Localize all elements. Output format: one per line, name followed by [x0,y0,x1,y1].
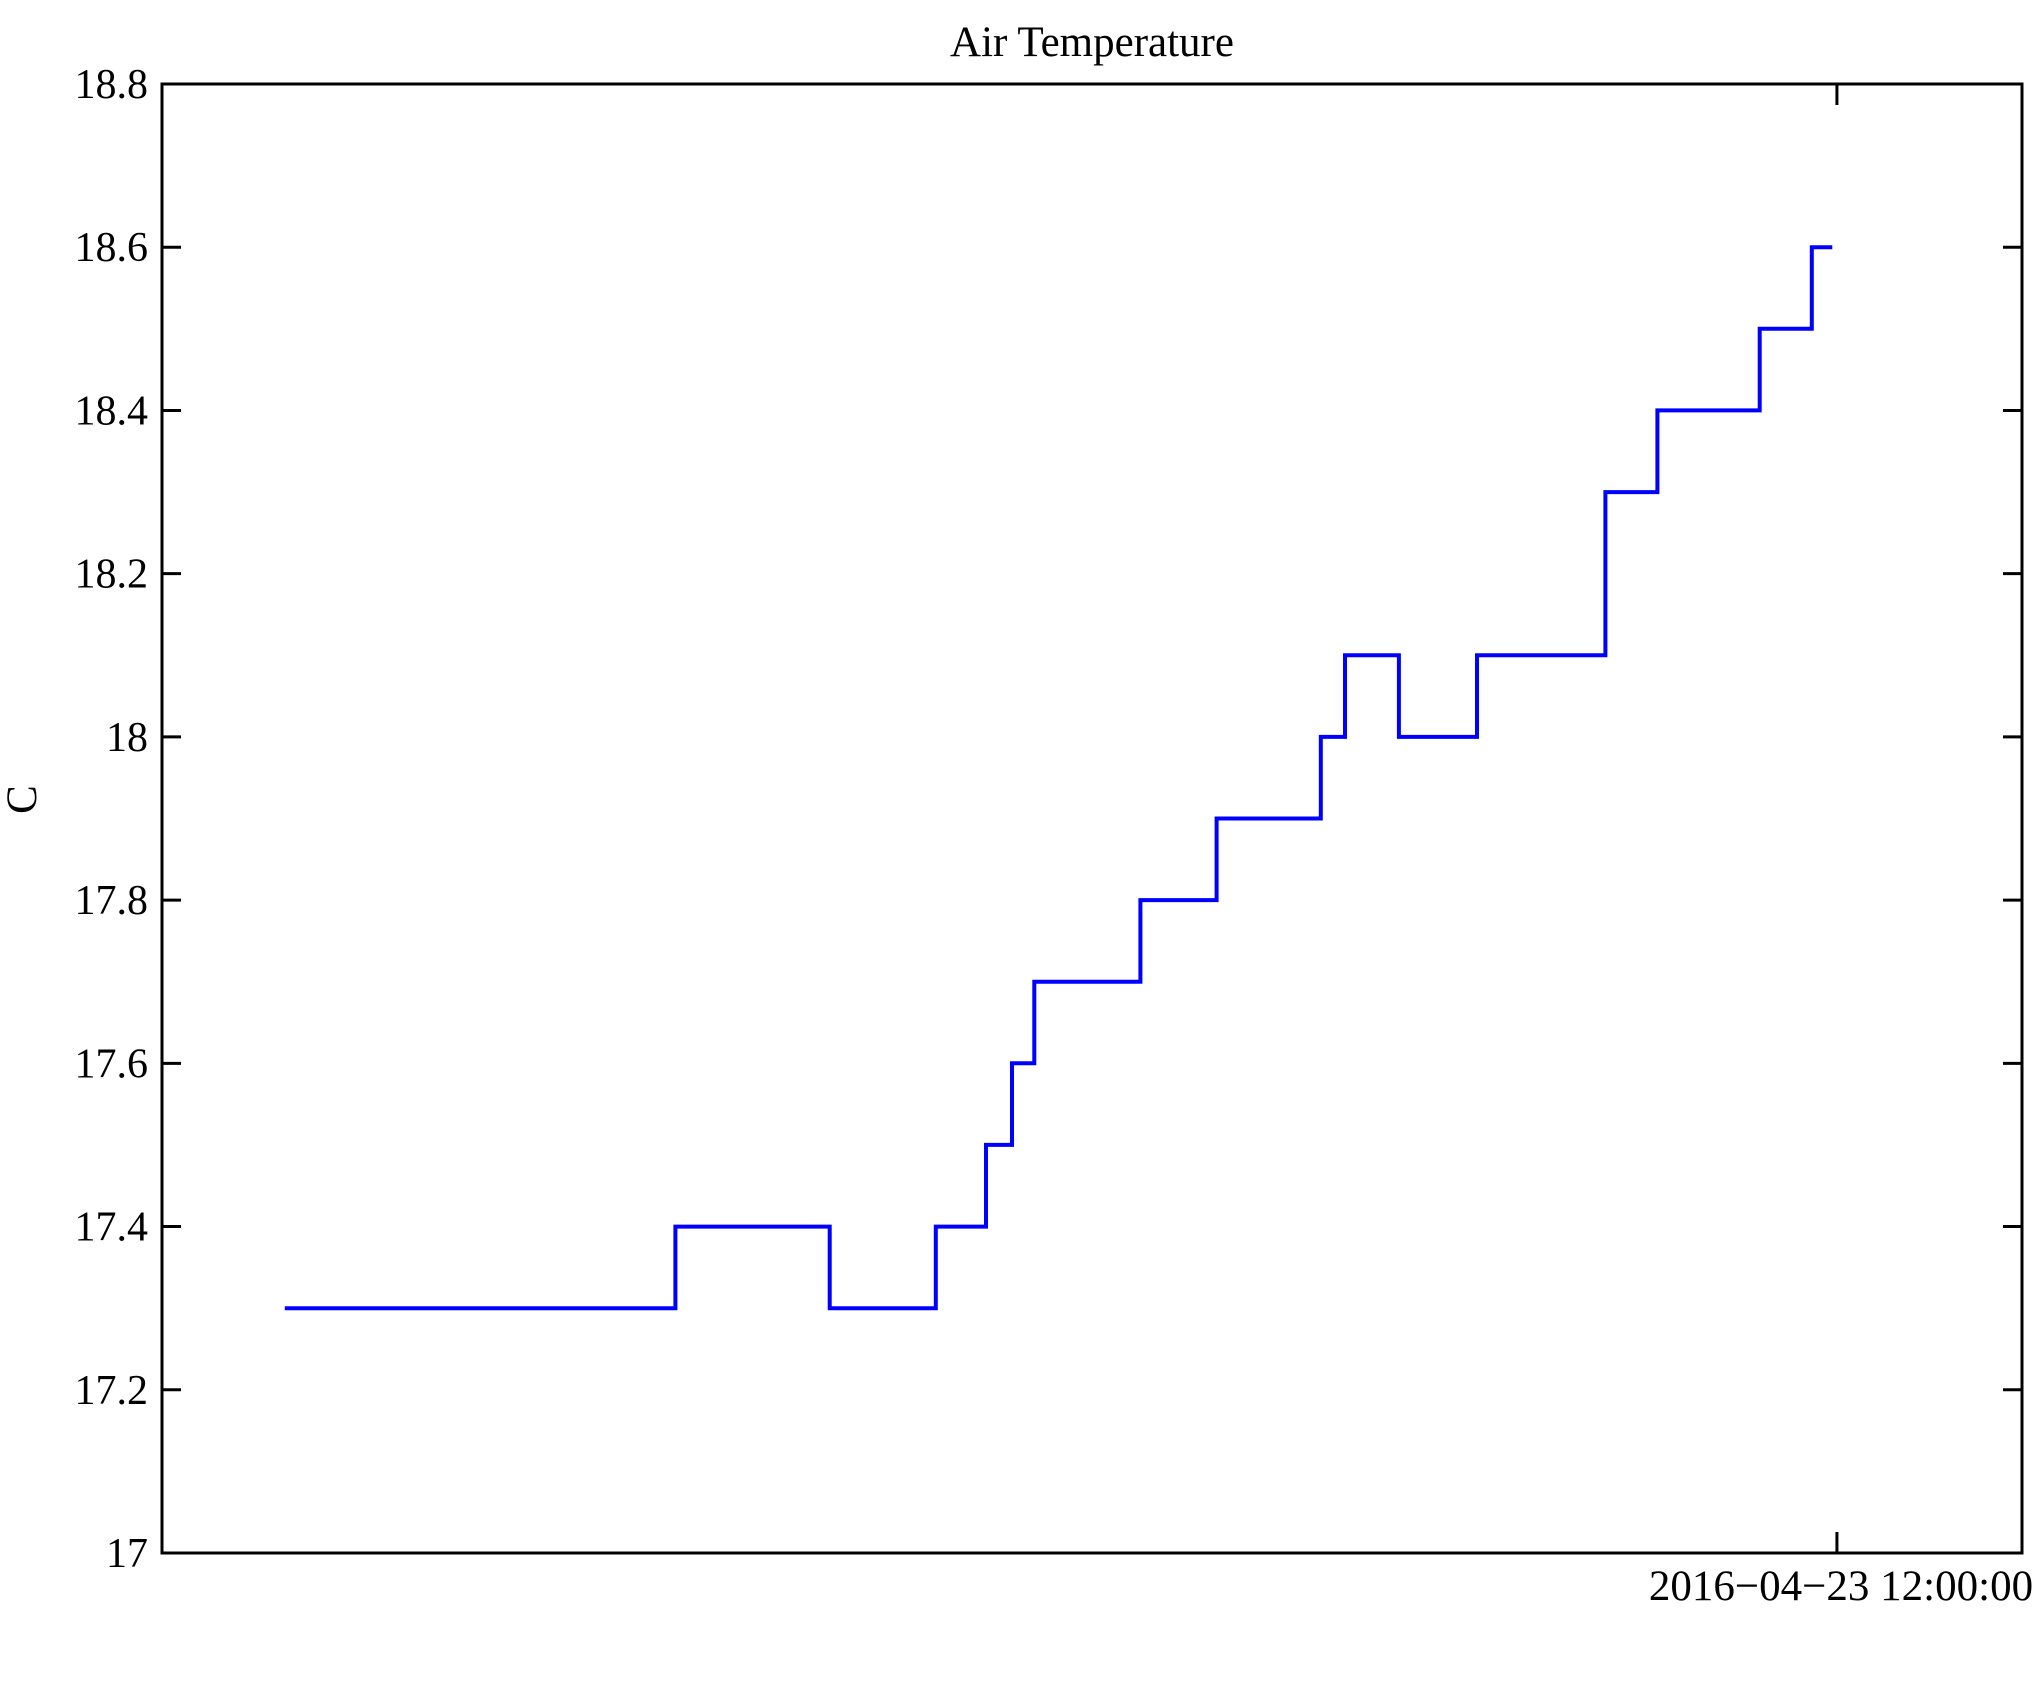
y-tick-label: 18.4 [75,388,149,434]
y-tick-label: 17.6 [75,1041,149,1087]
y-tick-label: 18 [106,715,148,761]
y-tick-label: 17.2 [75,1368,149,1414]
y-tick-label: 18.2 [75,552,149,598]
chart-title: Air Temperature [950,19,1234,66]
axes-frame [160,82,2024,1555]
y-tick-label: 18.8 [75,62,149,108]
temperature-step-line [284,245,1833,1311]
y-tick-label: 17.8 [75,878,149,924]
y-tick-label: 18.6 [75,225,149,271]
y-tick-label: 17.4 [75,1205,149,1251]
x-tick-label: 2016−04−23 12:00:00 [1648,1563,2034,1610]
y-tick-label: 17 [106,1531,148,1577]
